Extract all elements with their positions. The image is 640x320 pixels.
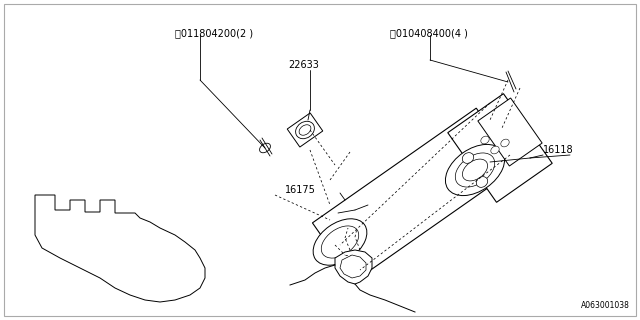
Ellipse shape: [299, 125, 311, 135]
Text: A063001038: A063001038: [581, 301, 630, 310]
Text: Ⓢ011804200(2 ): Ⓢ011804200(2 ): [175, 28, 253, 38]
Polygon shape: [312, 108, 518, 282]
Polygon shape: [340, 255, 366, 278]
Text: 22633: 22633: [288, 60, 319, 70]
Polygon shape: [287, 113, 323, 147]
Ellipse shape: [445, 144, 504, 196]
Text: Ⓑ010408400(4 ): Ⓑ010408400(4 ): [390, 28, 468, 38]
Ellipse shape: [476, 177, 488, 187]
Ellipse shape: [501, 139, 509, 147]
Ellipse shape: [481, 136, 489, 144]
Ellipse shape: [260, 143, 271, 153]
Ellipse shape: [463, 159, 488, 181]
Ellipse shape: [462, 153, 474, 163]
Polygon shape: [478, 98, 542, 166]
Polygon shape: [448, 94, 552, 202]
Ellipse shape: [491, 146, 499, 154]
Ellipse shape: [321, 226, 359, 258]
Text: 16118: 16118: [543, 145, 573, 155]
Polygon shape: [35, 195, 205, 302]
Polygon shape: [335, 250, 372, 284]
Ellipse shape: [313, 219, 367, 265]
Ellipse shape: [296, 121, 314, 139]
Text: 16175: 16175: [285, 185, 316, 195]
Ellipse shape: [455, 153, 495, 187]
